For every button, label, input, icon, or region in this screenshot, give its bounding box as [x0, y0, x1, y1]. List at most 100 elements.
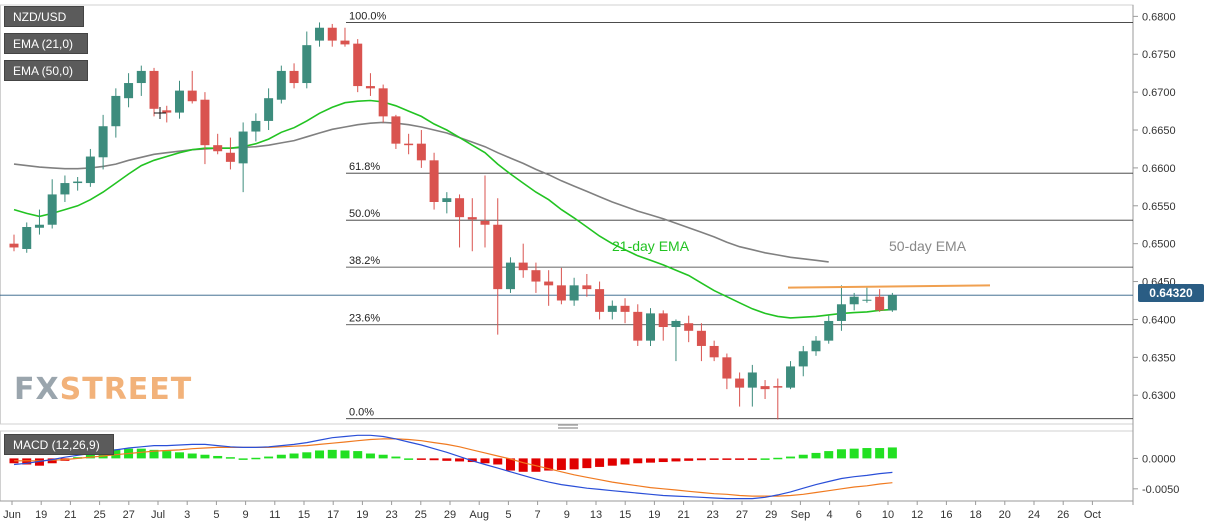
y-tick-label: 0.6750	[1142, 49, 1176, 61]
ema50-line	[13, 121, 829, 263]
symbol-label: NZD/USD	[4, 6, 84, 27]
macd-histogram-bar	[556, 458, 566, 470]
x-tick-label: Jul	[151, 509, 165, 521]
price-panel-frame	[0, 4, 1134, 425]
candle-body	[582, 285, 592, 290]
candle-body	[200, 99, 210, 146]
macd-histogram-bar	[518, 458, 528, 472]
macd-histogram-bar	[709, 458, 719, 460]
macd-histogram-bar	[786, 456, 796, 459]
macd-histogram-bar	[531, 458, 541, 472]
candle-body	[98, 126, 108, 158]
x-tick-label: 19	[35, 509, 47, 521]
x-tick-label: 5	[505, 509, 511, 521]
fib-level-label: 50.0%	[349, 208, 380, 220]
macd-histogram-bar	[315, 450, 325, 459]
candle-body	[722, 357, 732, 379]
candle-body	[404, 143, 414, 146]
macd-histogram-bar	[85, 453, 95, 459]
macd-histogram-bar	[569, 458, 579, 470]
x-tick-label: 29	[765, 509, 777, 521]
candle-body	[556, 285, 566, 301]
macd-histogram-bar	[213, 455, 223, 459]
candle-body	[671, 320, 681, 328]
macd-histogram-bar	[404, 458, 414, 460]
macd-histogram-bar	[149, 449, 159, 459]
macd-histogram-bar	[862, 448, 872, 459]
y-tick-label: 0.6350	[1142, 352, 1176, 364]
fxstreet-logo: FXSTREET	[14, 372, 192, 407]
candle-body	[773, 386, 783, 388]
y-tick-label: 0.6600	[1142, 163, 1176, 175]
x-tick-label: 27	[736, 509, 748, 521]
candle-body	[276, 70, 286, 100]
macd-histogram-bar	[365, 453, 375, 459]
candle-body	[85, 156, 95, 184]
candle-body	[162, 110, 172, 113]
x-tick-label: 26	[1057, 509, 1069, 521]
candle-body	[760, 386, 770, 390]
macd-histogram-bar	[264, 456, 274, 459]
y-tick-label: 0.6300	[1142, 390, 1176, 402]
macd-histogram-bar	[187, 453, 197, 459]
candle-body	[875, 296, 885, 311]
fib-level-label: 23.6%	[349, 313, 380, 325]
macd-histogram-bar	[289, 453, 299, 459]
macd-histogram-bar	[327, 449, 337, 459]
y-tick-label: 0.6550	[1142, 201, 1176, 213]
macd-histogram-bar	[595, 458, 605, 467]
x-tick-label: 17	[327, 509, 339, 521]
x-tick-label: 19	[648, 509, 660, 521]
macd-panel-frame	[0, 430, 1134, 502]
macd-histogram-bar	[136, 448, 146, 459]
x-tick-label: 18	[969, 509, 981, 521]
resistance-line	[787, 284, 991, 289]
x-tick-label: 9	[564, 509, 570, 521]
candle-body	[302, 45, 312, 84]
ema21-annotation: 21-day EMA	[612, 238, 690, 254]
macd-histogram-bar	[646, 458, 655, 463]
candle-body	[34, 224, 44, 228]
candle-body	[327, 27, 337, 41]
y-tick-label: 0.6800	[1142, 11, 1176, 23]
macd-tick-label: -0.0050	[1142, 484, 1179, 496]
x-tick-label: Jun	[3, 509, 21, 521]
candle-body	[735, 378, 745, 388]
macd-histogram-bar	[658, 458, 668, 463]
candle-body	[467, 217, 477, 220]
candle-body	[786, 366, 796, 388]
macd-histogram-bar	[505, 458, 515, 471]
candle-body	[353, 43, 363, 87]
x-tick-label: 15	[619, 509, 631, 521]
candle-body	[798, 351, 808, 367]
x-tick-label: 21	[677, 509, 689, 521]
candle-body	[658, 313, 668, 328]
candle-body	[9, 243, 19, 248]
x-tick-label: 7	[535, 509, 541, 521]
macd-histogram-bar	[875, 448, 885, 459]
macd-histogram-bar	[225, 457, 235, 459]
candle-body	[836, 304, 846, 321]
x-tick-label: Aug	[469, 509, 489, 521]
x-tick-label: Sep	[791, 509, 811, 521]
fib-level-label: 100.0%	[349, 10, 387, 22]
macd-histogram-bar	[544, 458, 554, 471]
candle-body	[47, 194, 57, 225]
candle-body	[136, 70, 146, 84]
candle-body	[811, 340, 821, 352]
macd-histogram-bar	[200, 454, 210, 459]
macd-histogram-bar	[302, 452, 312, 459]
ema50-annotation: 50-day EMA	[889, 238, 967, 254]
macd-histogram-bar	[238, 458, 248, 460]
logo-street: STREET	[59, 372, 193, 407]
candle-body	[849, 296, 859, 305]
candle-body	[22, 227, 32, 249]
x-tick-label: 10	[882, 509, 894, 521]
x-tick-label: 19	[356, 509, 368, 521]
x-tick-label: 13	[590, 509, 602, 521]
candle-body	[709, 345, 719, 358]
candle-body	[174, 90, 184, 113]
macd-histogram-bar	[429, 458, 439, 461]
candle-body	[315, 27, 325, 41]
macd-legend: MACD (12,26,9)	[4, 434, 114, 455]
